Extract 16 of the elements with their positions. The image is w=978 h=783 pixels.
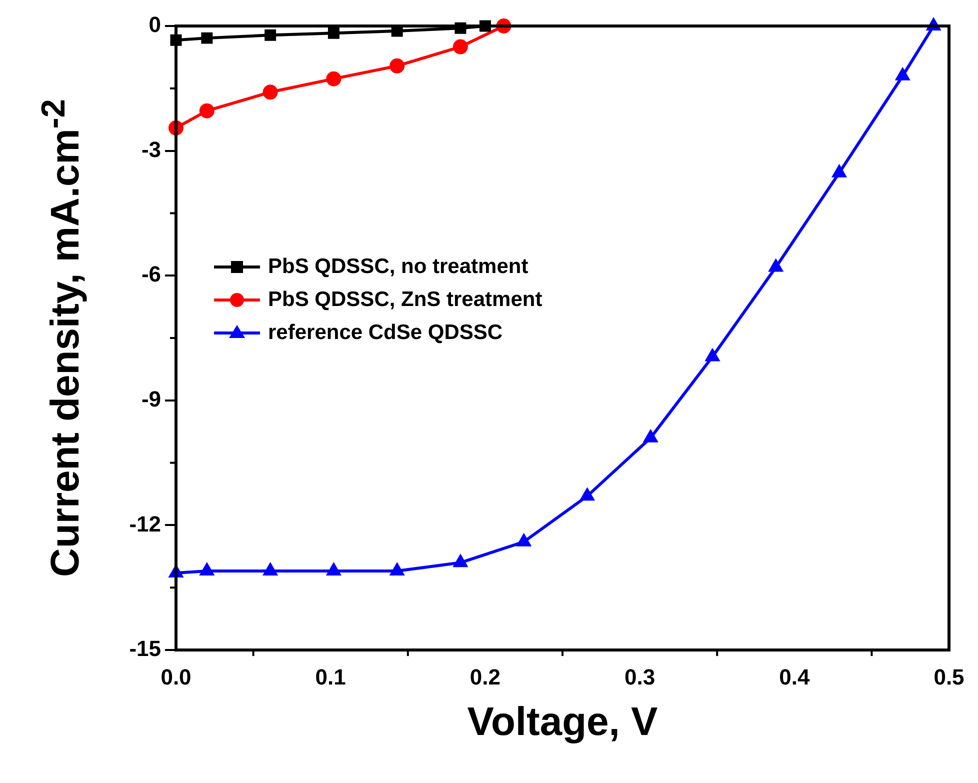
legend-label: PbS QDSSC, no treatment	[268, 254, 528, 278]
x-axis-title: Voltage, V	[466, 700, 659, 745]
y-tick-label: -15	[129, 636, 161, 662]
x-tick-label: 0.3	[624, 664, 656, 690]
y-tick-label: -9	[141, 386, 161, 412]
y-tick-label: -6	[141, 262, 161, 287]
y-tick-label: -3	[141, 136, 161, 162]
x-tick-label: 0.2	[470, 664, 500, 690]
x-tick-label: 0.1	[315, 664, 346, 690]
y-tick-label: 0	[148, 12, 161, 38]
x-tick-label: 0.5	[934, 664, 964, 690]
x-tick-label: 0.4	[779, 664, 810, 690]
legend-label: reference CdSe QDSSC	[268, 320, 503, 344]
legend-label: PbS QDSSC, ZnS treatment	[268, 288, 542, 312]
y-tick-label: -12	[129, 511, 161, 536]
x-tick-label: 0.0	[160, 664, 192, 690]
